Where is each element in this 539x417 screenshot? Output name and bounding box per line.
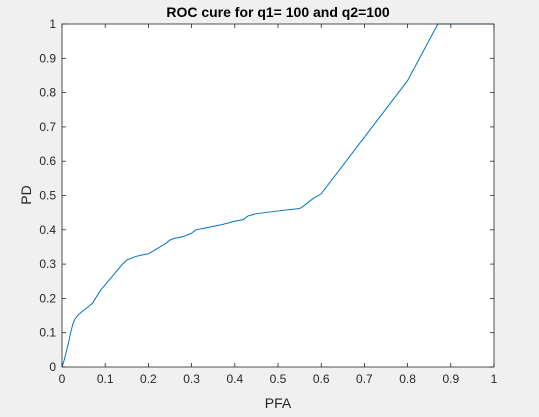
y-tick-label: 0.8 [39, 86, 56, 100]
y-tick-label: 0.4 [39, 223, 56, 237]
y-tick-label: 0 [49, 360, 56, 374]
axes-background [62, 24, 494, 367]
y-tick-label: 0.1 [39, 326, 56, 340]
y-axis-ticks: 0 0.1 0.2 0.3 0.4 0.5 0.6 0.7 0.8 0.9 1 [39, 17, 494, 374]
x-tick-label: 0.7 [356, 372, 373, 386]
y-tick-label: 0.7 [39, 120, 56, 134]
x-tick-label: 0.2 [140, 372, 157, 386]
x-tick-label: 0.3 [183, 372, 200, 386]
x-tick-label: 0.8 [399, 372, 416, 386]
y-tick-label: 0.3 [39, 257, 56, 271]
x-tick-label: 0.9 [442, 372, 459, 386]
axes-box [61, 23, 495, 368]
x-tick-label: 0 [59, 372, 66, 386]
x-axis-ticks: 0 0.1 0.2 0.3 0.4 0.5 0.6 0.7 0.8 0.9 1 [59, 24, 498, 386]
x-axis-label: PFA [265, 395, 292, 411]
y-tick-label: 0.9 [39, 51, 56, 65]
y-tick-label: 0.6 [39, 154, 56, 168]
y-axis-label: PD [18, 185, 34, 204]
x-tick-label: 0.4 [226, 372, 243, 386]
y-tick-label: 0.2 [39, 291, 56, 305]
roc-curve-line [61, 23, 494, 368]
y-tick-label: 0.5 [39, 189, 56, 203]
chart-title: ROC cure for q1= 100 and q2=100 [166, 4, 390, 20]
x-tick-label: 1 [491, 372, 498, 386]
x-tick-label: 0.1 [97, 372, 114, 386]
x-tick-label: 0.6 [313, 372, 330, 386]
x-tick-label: 0.5 [270, 372, 287, 386]
y-tick-label: 1 [49, 17, 56, 31]
